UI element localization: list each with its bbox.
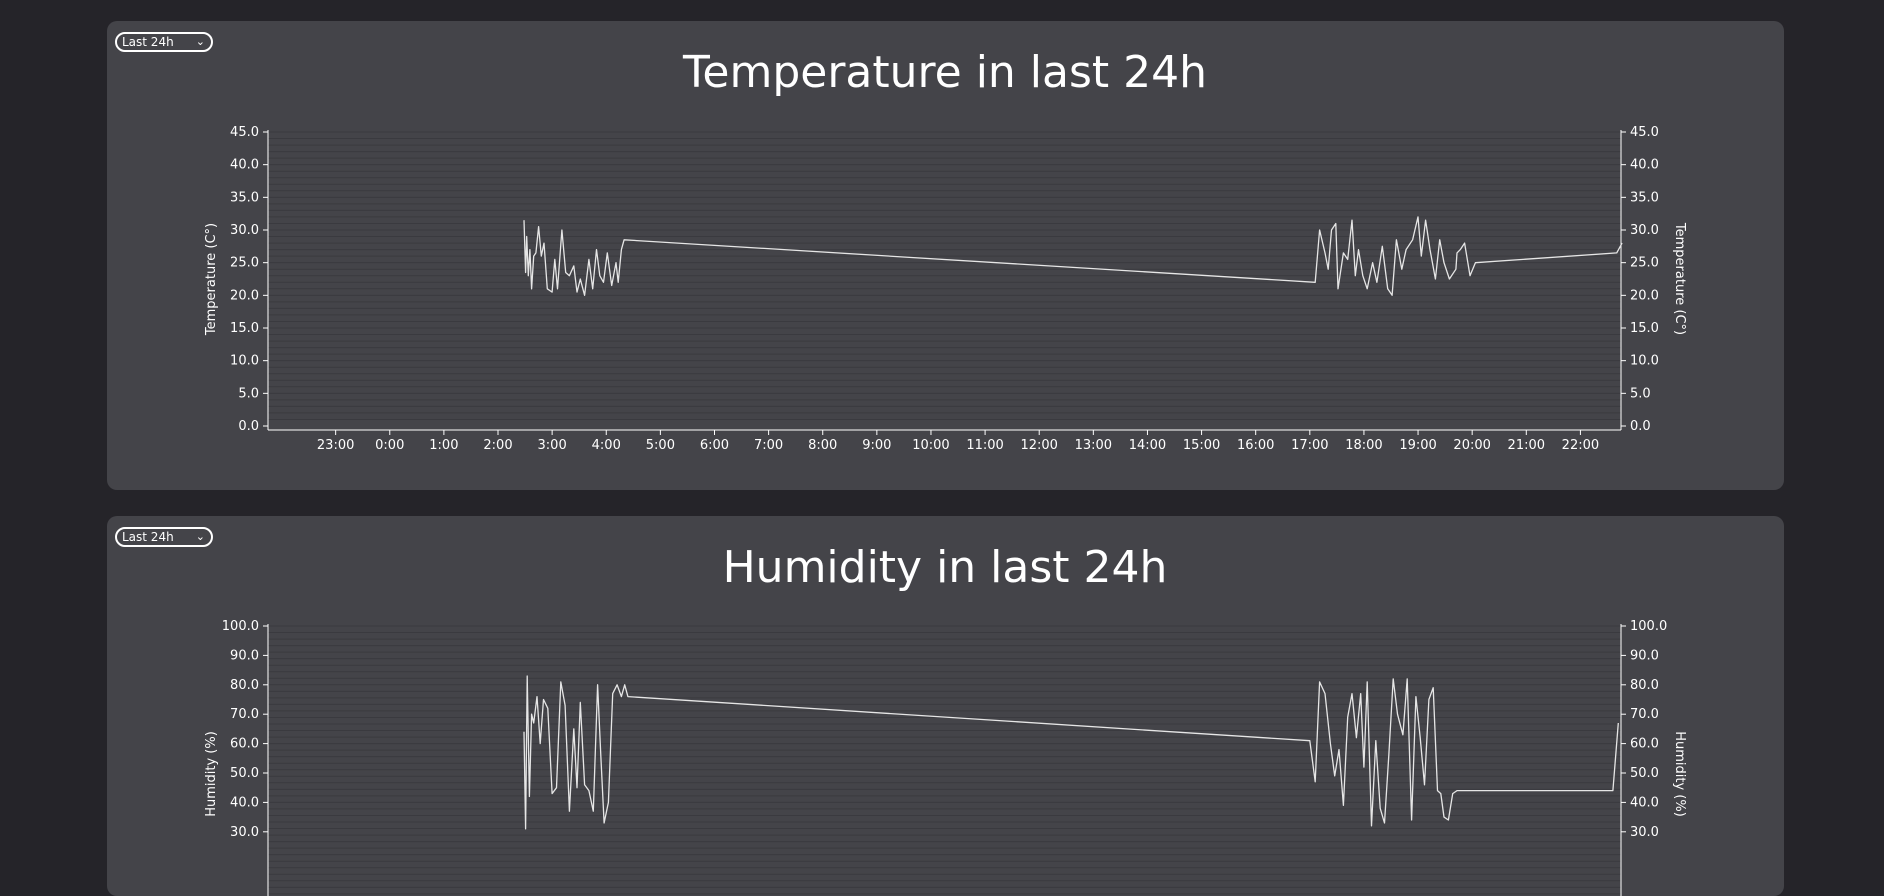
- y2-tick-label: 40.0: [1630, 795, 1659, 810]
- y2-tick-label: 30.0: [1630, 223, 1659, 238]
- x-tick-label: 10:00: [912, 438, 949, 453]
- x-tick-label: 14:00: [1129, 438, 1166, 453]
- y2-tick-label: 30.0: [1630, 825, 1659, 840]
- x-tick-label: 0:00: [375, 438, 404, 453]
- y2-tick-label: 5.0: [1630, 386, 1651, 401]
- humidity-chart: Humidity in last 24h 30.0 30.0 40.0 40.0 50.0…: [204, 542, 1687, 896]
- range-select-value: Last 24h: [122, 35, 174, 49]
- range-select[interactable]: Last 24h ⌄: [115, 32, 213, 52]
- x-tick-label: 19:00: [1399, 438, 1436, 453]
- humidity-panel: Last 24h ⌄ Humidity in last 24h 30.0 30.0 4…: [107, 516, 1784, 896]
- y2-tick-label: 80.0: [1630, 678, 1659, 693]
- x-tick-label: 2:00: [483, 438, 512, 453]
- y-tick-label: 40.0: [230, 158, 259, 173]
- range-select-value: Last 24h: [122, 530, 174, 544]
- y2-tick-label: 50.0: [1630, 766, 1659, 781]
- y-axis-title: Temperature (C°): [204, 223, 219, 336]
- y-tick-label: 5.0: [238, 386, 259, 401]
- y-tick-label: 0.0: [238, 419, 259, 434]
- y-tick-label: 25.0: [230, 256, 259, 271]
- y-tick-label: 60.0: [230, 737, 259, 752]
- x-tick-label: 18:00: [1345, 438, 1382, 453]
- y-tick-label: 15.0: [230, 321, 259, 336]
- y2-tick-label: 10.0: [1630, 354, 1659, 369]
- y-tick-label: 10.0: [230, 354, 259, 369]
- x-tick-label: 15:00: [1183, 438, 1220, 453]
- temperature-panel: Last 24h ⌄ Temperature in last 24h 0.0 0.0…: [107, 21, 1784, 490]
- series-line: [523, 216, 1623, 296]
- y2-tick-label: 40.0: [1630, 158, 1659, 173]
- y-tick-label: 70.0: [230, 707, 259, 722]
- x-tick-label: 9:00: [862, 438, 891, 453]
- x-tick-label: 3:00: [538, 438, 567, 453]
- x-tick-label: 16:00: [1237, 438, 1274, 453]
- x-tick-label: 8:00: [808, 438, 837, 453]
- y2-tick-label: 60.0: [1630, 737, 1659, 752]
- y-tick-label: 80.0: [230, 678, 259, 693]
- y-axis-title: Humidity (%): [204, 731, 219, 817]
- y2-tick-label: 15.0: [1630, 321, 1659, 336]
- x-tick-label: 17:00: [1291, 438, 1328, 453]
- y-tick-label: 50.0: [230, 766, 259, 781]
- chevron-down-icon: ⌄: [195, 530, 205, 543]
- y-tick-label: 100.0: [222, 619, 259, 634]
- x-tick-label: 22:00: [1562, 438, 1599, 453]
- x-tick-label: 1:00: [429, 438, 458, 453]
- y2-tick-label: 100.0: [1630, 619, 1667, 634]
- chart-title: Temperature in last 24h: [682, 47, 1207, 98]
- y-tick-label: 30.0: [230, 825, 259, 840]
- y-tick-label: 40.0: [230, 795, 259, 810]
- y-tick-label: 45.0: [230, 125, 259, 140]
- y-tick-label: 20.0: [230, 288, 259, 303]
- y2-tick-label: 90.0: [1630, 648, 1659, 663]
- y2-tick-label: 45.0: [1630, 125, 1659, 140]
- y2-tick-label: 0.0: [1630, 419, 1651, 434]
- chevron-down-icon: ⌄: [195, 35, 205, 48]
- y-tick-label: 90.0: [230, 648, 259, 663]
- x-tick-label: 20:00: [1453, 438, 1490, 453]
- y2-axis-title: Temperature (C°): [1672, 222, 1687, 335]
- x-tick-label: 4:00: [592, 438, 621, 453]
- y2-tick-label: 35.0: [1630, 190, 1659, 205]
- x-tick-label: 11:00: [966, 438, 1003, 453]
- chart-title: Humidity in last 24h: [723, 542, 1168, 593]
- y-tick-label: 35.0: [230, 190, 259, 205]
- x-tick-label: 7:00: [754, 438, 783, 453]
- x-tick-label: 12:00: [1020, 438, 1057, 453]
- x-tick-label: 5:00: [646, 438, 675, 453]
- range-select[interactable]: Last 24h ⌄: [115, 527, 213, 547]
- y-tick-label: 30.0: [230, 223, 259, 238]
- x-tick-label: 23:00: [317, 438, 354, 453]
- x-tick-label: 13:00: [1075, 438, 1112, 453]
- y2-tick-label: 25.0: [1630, 256, 1659, 271]
- x-tick-label: 6:00: [700, 438, 729, 453]
- x-tick-label: 21:00: [1508, 438, 1545, 453]
- y2-axis-title: Humidity (%): [1672, 731, 1687, 817]
- y2-tick-label: 70.0: [1630, 707, 1659, 722]
- y2-tick-label: 20.0: [1630, 288, 1659, 303]
- series-line: [523, 675, 1619, 830]
- temperature-chart: Temperature in last 24h 0.0 0.0 5.0 5.0 10.0 1…: [204, 47, 1687, 453]
